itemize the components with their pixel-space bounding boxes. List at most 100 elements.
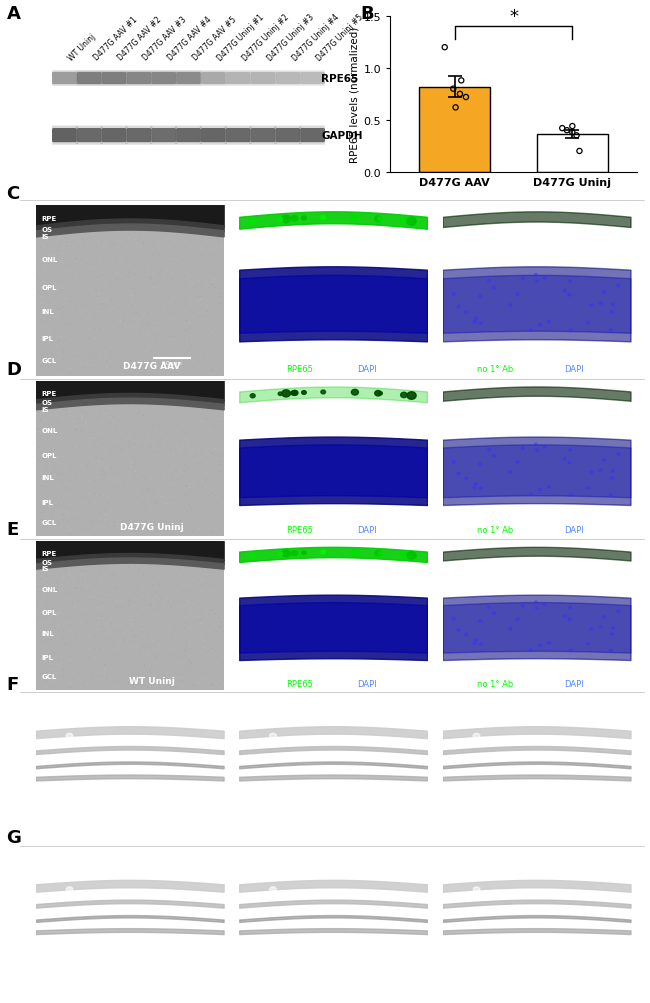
Point bbox=[133, 499, 144, 516]
Point bbox=[33, 582, 44, 598]
Point bbox=[115, 440, 125, 456]
Point bbox=[99, 350, 109, 366]
Point bbox=[77, 638, 88, 654]
Point bbox=[106, 459, 116, 475]
Circle shape bbox=[352, 390, 358, 396]
Text: DAPI: DAPI bbox=[357, 526, 377, 535]
Point bbox=[183, 340, 194, 356]
Point bbox=[174, 277, 185, 293]
Point bbox=[177, 600, 187, 616]
Point bbox=[72, 244, 82, 260]
Point bbox=[151, 336, 161, 352]
Point bbox=[73, 498, 83, 515]
Point bbox=[46, 309, 56, 325]
Circle shape bbox=[586, 487, 590, 489]
Point bbox=[214, 579, 225, 595]
Point bbox=[94, 563, 104, 579]
Point bbox=[96, 413, 106, 429]
Point bbox=[124, 337, 134, 353]
Point bbox=[198, 636, 209, 652]
Point bbox=[84, 486, 94, 503]
Point bbox=[128, 598, 138, 614]
Point bbox=[131, 305, 141, 321]
Point bbox=[130, 399, 140, 415]
Point bbox=[34, 418, 45, 434]
Circle shape bbox=[488, 280, 491, 283]
Point bbox=[46, 311, 57, 327]
Point bbox=[183, 676, 193, 692]
Point bbox=[47, 272, 58, 288]
Point bbox=[197, 641, 207, 657]
Point bbox=[162, 328, 173, 344]
Point bbox=[193, 440, 203, 456]
Circle shape bbox=[539, 645, 541, 647]
Point bbox=[38, 332, 49, 348]
Point bbox=[167, 360, 177, 376]
Point bbox=[208, 247, 218, 263]
Point bbox=[129, 596, 139, 612]
Point bbox=[161, 559, 172, 575]
Text: WT Uninj: WT Uninj bbox=[67, 32, 98, 62]
Point bbox=[109, 223, 119, 239]
Point bbox=[50, 260, 60, 276]
Point bbox=[125, 341, 135, 357]
Point bbox=[41, 233, 51, 249]
Point bbox=[180, 297, 190, 313]
Point bbox=[142, 359, 153, 375]
Point bbox=[42, 366, 53, 382]
Point bbox=[95, 482, 105, 498]
Circle shape bbox=[378, 553, 382, 556]
Point bbox=[193, 598, 203, 614]
Point bbox=[79, 623, 89, 639]
Point bbox=[79, 319, 90, 335]
Point bbox=[45, 605, 55, 621]
Point bbox=[125, 229, 135, 245]
Point bbox=[36, 622, 46, 638]
Point bbox=[205, 672, 215, 688]
Point bbox=[65, 433, 75, 449]
Point bbox=[157, 517, 168, 533]
Point bbox=[95, 343, 105, 359]
Point bbox=[168, 493, 179, 510]
Point bbox=[53, 525, 64, 541]
Point bbox=[73, 512, 84, 528]
Point bbox=[103, 468, 114, 484]
Point bbox=[46, 600, 57, 616]
Point bbox=[111, 327, 121, 343]
Point bbox=[139, 497, 150, 514]
Point bbox=[54, 618, 64, 634]
Circle shape bbox=[250, 220, 255, 225]
Point bbox=[114, 655, 124, 671]
Circle shape bbox=[473, 321, 476, 324]
Point bbox=[164, 456, 174, 472]
Point bbox=[120, 658, 130, 674]
Point bbox=[145, 316, 155, 332]
Point bbox=[194, 270, 205, 286]
Point bbox=[119, 222, 129, 238]
Point bbox=[192, 603, 202, 619]
FancyBboxPatch shape bbox=[176, 72, 201, 85]
Point bbox=[52, 252, 62, 268]
Point bbox=[53, 354, 63, 370]
Point bbox=[183, 242, 193, 258]
Point bbox=[64, 400, 74, 416]
Point bbox=[203, 226, 213, 242]
Circle shape bbox=[378, 218, 382, 222]
Point bbox=[191, 253, 202, 269]
Point bbox=[125, 292, 135, 308]
Point bbox=[125, 278, 136, 294]
Circle shape bbox=[407, 392, 416, 400]
Point bbox=[67, 588, 77, 604]
Point bbox=[40, 412, 51, 428]
Text: D477G Uninj: D477G Uninj bbox=[45, 862, 114, 872]
Point bbox=[72, 581, 82, 597]
Point bbox=[179, 584, 190, 600]
Point bbox=[200, 670, 210, 686]
Point bbox=[33, 285, 44, 301]
Point bbox=[177, 410, 188, 426]
FancyBboxPatch shape bbox=[175, 71, 202, 87]
Point bbox=[64, 677, 74, 693]
Point bbox=[146, 270, 157, 286]
Point bbox=[159, 303, 169, 319]
Point bbox=[202, 492, 212, 509]
